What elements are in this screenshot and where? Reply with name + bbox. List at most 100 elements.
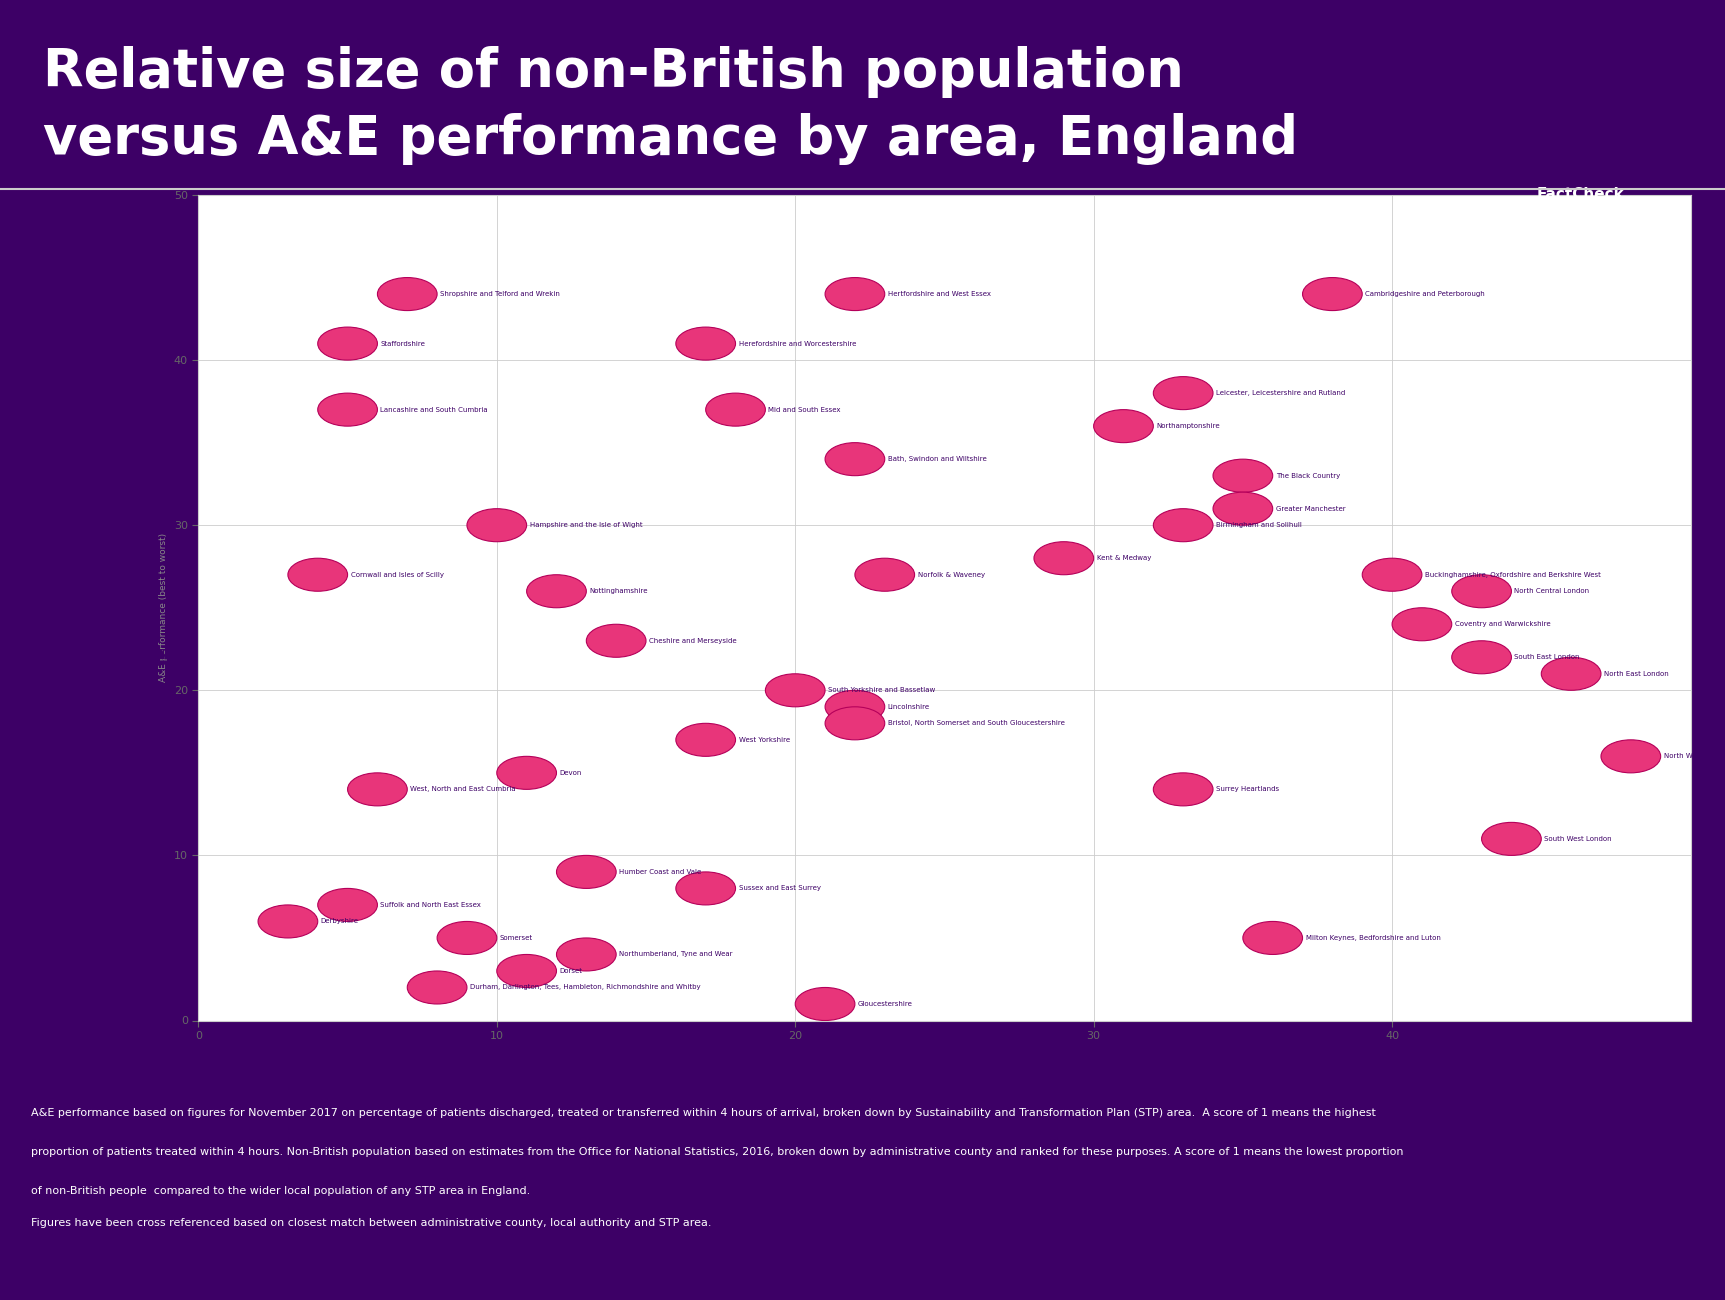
Text: A&E
performance: A&E performance (0, 606, 167, 673)
Text: Mid and South Essex: Mid and South Essex (768, 407, 840, 412)
Y-axis label: A&E performance (best to worst): A&E performance (best to worst) (159, 533, 169, 682)
Text: Bath, Swindon and Wiltshire: Bath, Swindon and Wiltshire (888, 456, 987, 463)
Text: Milton Keynes, Bedfordshire and Luton: Milton Keynes, Bedfordshire and Luton (1306, 935, 1440, 941)
Text: Relative size of non-British population: Relative size of non-British population (43, 46, 1183, 98)
Text: Buckinghamshire, Oxfordshire and Berkshire West: Buckinghamshire, Oxfordshire and Berkshi… (1425, 572, 1601, 577)
Ellipse shape (676, 328, 735, 360)
Ellipse shape (317, 328, 378, 360)
Text: West, North and East Cumbria: West, North and East Cumbria (411, 786, 516, 793)
Text: proportion of patients treated within 4 hours. Non-British population based on e: proportion of patients treated within 4 … (31, 1147, 1404, 1157)
Ellipse shape (1452, 641, 1511, 673)
Text: South West London: South West London (1544, 836, 1611, 842)
Ellipse shape (1033, 542, 1094, 575)
Ellipse shape (1094, 410, 1154, 442)
Ellipse shape (557, 939, 616, 971)
Ellipse shape (1392, 608, 1452, 641)
Text: The Black Country: The Black Country (1276, 473, 1340, 478)
Ellipse shape (825, 442, 885, 476)
Text: Surrey Heartlands: Surrey Heartlands (1216, 786, 1280, 793)
Text: Sussex and East Surrey: Sussex and East Surrey (738, 885, 821, 892)
Text: Devon: Devon (559, 770, 581, 776)
Text: Lancashire and South Cumbria: Lancashire and South Cumbria (381, 407, 488, 412)
Ellipse shape (407, 971, 467, 1004)
Text: North West London: North West London (1663, 753, 1725, 759)
Ellipse shape (1482, 823, 1542, 855)
Ellipse shape (497, 954, 557, 988)
Ellipse shape (1452, 575, 1511, 608)
Text: Hampshire and the Isle of Wight: Hampshire and the Isle of Wight (530, 523, 642, 528)
Text: Durham, Darlington, Tees, Hambleton, Richmondshire and Whitby: Durham, Darlington, Tees, Hambleton, Ric… (469, 984, 700, 991)
Ellipse shape (1363, 558, 1421, 592)
Text: Gloucestershire: Gloucestershire (857, 1001, 913, 1008)
Ellipse shape (259, 905, 317, 939)
Ellipse shape (1154, 772, 1213, 806)
Ellipse shape (676, 872, 735, 905)
Text: versus A&E performance by area, England: versus A&E performance by area, England (43, 113, 1299, 165)
Text: Largest: Largest (1571, 1070, 1654, 1088)
Ellipse shape (497, 757, 557, 789)
Ellipse shape (795, 988, 856, 1020)
Ellipse shape (706, 393, 766, 426)
Ellipse shape (586, 624, 645, 658)
Text: Herefordshire and Worcestershire: Herefordshire and Worcestershire (738, 341, 856, 347)
Ellipse shape (825, 690, 885, 723)
Text: Greater Manchester: Greater Manchester (1276, 506, 1346, 512)
Text: Cornwall and Isles of Scilly: Cornwall and Isles of Scilly (350, 572, 443, 577)
Ellipse shape (825, 277, 885, 311)
Text: Northamptonshire: Northamptonshire (1156, 422, 1220, 429)
Text: News: News (1544, 134, 1616, 157)
Ellipse shape (557, 855, 616, 888)
Ellipse shape (1302, 277, 1363, 311)
Ellipse shape (436, 922, 497, 954)
Ellipse shape (1154, 508, 1213, 542)
Text: South Yorkshire and Bassetlaw: South Yorkshire and Bassetlaw (828, 688, 935, 693)
Ellipse shape (1213, 493, 1273, 525)
Text: A&E performance based on figures for November 2017 on percentage of patients dis: A&E performance based on figures for Nov… (31, 1108, 1377, 1118)
Text: Nottinghamshire: Nottinghamshire (590, 588, 649, 594)
Text: Coventry and Warwickshire: Coventry and Warwickshire (1454, 621, 1551, 628)
Text: Derbyshire: Derbyshire (321, 918, 359, 924)
Text: Non-British population: Non-British population (683, 1061, 1163, 1097)
Ellipse shape (378, 277, 436, 311)
Ellipse shape (347, 772, 407, 806)
Ellipse shape (856, 558, 914, 592)
Ellipse shape (1154, 377, 1213, 410)
Text: Cambridgeshire and Peterborough: Cambridgeshire and Peterborough (1364, 291, 1485, 298)
Text: Best: Best (74, 1001, 126, 1022)
Ellipse shape (766, 673, 825, 707)
Text: FactCheck: FactCheck (1537, 187, 1623, 203)
Text: Hertfordshire and West Essex: Hertfordshire and West Essex (888, 291, 990, 298)
Ellipse shape (1242, 922, 1302, 954)
Text: 4: 4 (1559, 43, 1601, 100)
Text: Bristol, North Somerset and South Gloucestershire: Bristol, North Somerset and South Glouce… (888, 720, 1064, 727)
Ellipse shape (288, 558, 348, 592)
Text: Somerset: Somerset (500, 935, 533, 941)
Ellipse shape (317, 393, 378, 426)
Ellipse shape (1542, 658, 1601, 690)
Ellipse shape (467, 508, 526, 542)
Text: Suffolk and North East Essex: Suffolk and North East Essex (381, 902, 481, 907)
Text: North Central London: North Central London (1515, 588, 1589, 594)
Text: Dorset: Dorset (559, 968, 583, 974)
Ellipse shape (676, 723, 735, 757)
Text: Lincolnshire: Lincolnshire (888, 703, 930, 710)
Text: Birmingham and Solihull: Birmingham and Solihull (1216, 523, 1302, 528)
Text: West Yorkshire: West Yorkshire (738, 737, 790, 742)
Text: Smallest: Smallest (195, 1070, 288, 1088)
Ellipse shape (1213, 459, 1273, 493)
Text: Norfolk & Waveney: Norfolk & Waveney (918, 572, 985, 577)
Text: of non-British people  compared to the wider local population of any STP area in: of non-British people compared to the wi… (31, 1186, 530, 1196)
Text: Northumberland, Tyne and Wear: Northumberland, Tyne and Wear (619, 952, 733, 958)
Text: Figures have been cross referenced based on closest match between administrative: Figures have been cross referenced based… (31, 1218, 711, 1228)
Ellipse shape (825, 707, 885, 740)
Text: South East London: South East London (1515, 654, 1580, 660)
Text: Leicester, Leicestershire and Rutland: Leicester, Leicestershire and Rutland (1216, 390, 1346, 396)
Ellipse shape (1601, 740, 1661, 772)
Ellipse shape (526, 575, 586, 608)
Text: Staffordshire: Staffordshire (381, 341, 426, 347)
Ellipse shape (317, 888, 378, 922)
Text: Cheshire and Merseyside: Cheshire and Merseyside (649, 638, 737, 644)
Text: Humber Coast and Vale: Humber Coast and Vale (619, 868, 702, 875)
Text: Kent & Medway: Kent & Medway (1097, 555, 1151, 562)
Text: Shropshire and Telford and Wrekin: Shropshire and Telford and Wrekin (440, 291, 561, 298)
